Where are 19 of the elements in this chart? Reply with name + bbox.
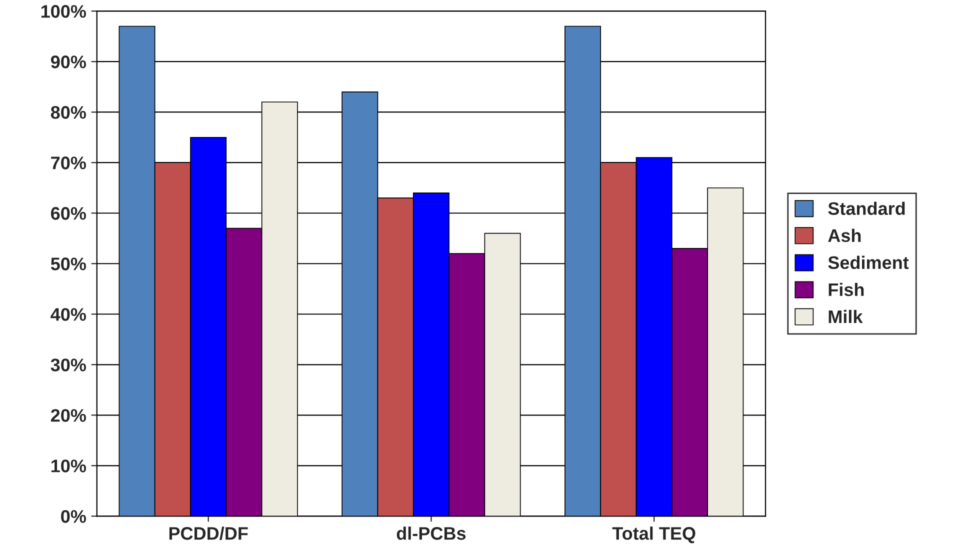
x-tick-label: Total TEQ: [612, 526, 696, 544]
legend-label: Milk: [828, 310, 863, 323]
y-tick-label: 70%: [51, 156, 86, 170]
y-tick-label: 10%: [51, 460, 86, 472]
legend-label: Fish: [828, 282, 864, 296]
y-tick-label: 100%: [41, 5, 86, 18]
legend-label: Ash: [828, 228, 861, 242]
legend-label: Sediment: [828, 256, 909, 270]
y-tick-label: 0%: [61, 510, 86, 523]
legend-label: Standard: [828, 202, 905, 215]
y-tick-label: 40%: [50, 308, 86, 321]
y-tick-label: 50%: [50, 258, 86, 270]
y-tick-label: 20%: [50, 409, 86, 422]
y-tick-label: 80%: [50, 106, 86, 119]
x-tick-label: dl-PCBs: [396, 526, 466, 540]
y-tick-label: 60%: [51, 207, 86, 220]
x-tick-label: PCDD/DF: [169, 526, 248, 540]
y-tick-label: 90%: [50, 56, 86, 68]
y-tick-label: 30%: [50, 358, 86, 372]
